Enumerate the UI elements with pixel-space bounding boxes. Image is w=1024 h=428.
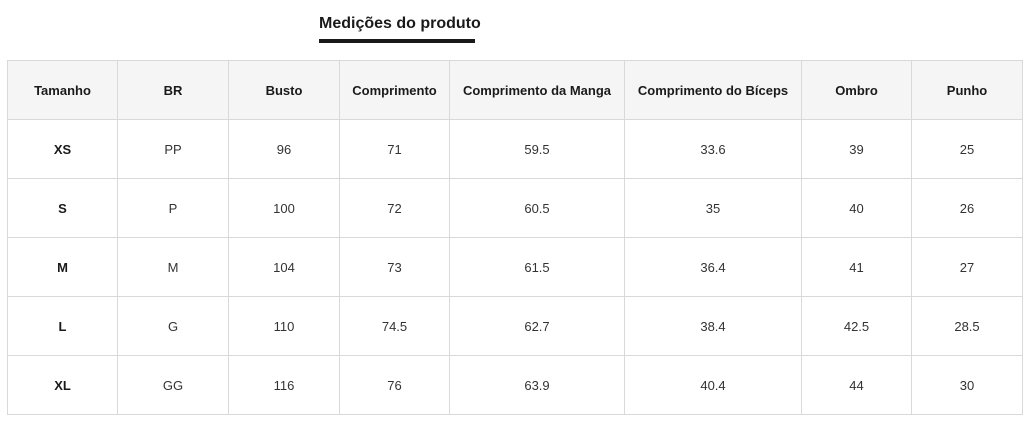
header-tamanho: Tamanho (7, 60, 118, 120)
table-cell: 59.5 (449, 119, 625, 179)
header-comprimento: Comprimento (339, 60, 450, 120)
table-row: XL GG 116 76 63.9 40.4 44 30 (7, 355, 1023, 415)
table-cell: 26 (911, 178, 1023, 238)
table-cell: 41 (801, 237, 912, 297)
page-title-block: Medições do produto (319, 14, 481, 43)
table-cell-size: L (7, 296, 118, 356)
table-cell-size: S (7, 178, 118, 238)
table-cell: 71 (339, 119, 450, 179)
header-comprimento-biceps: Comprimento do Bíceps (624, 60, 802, 120)
table-cell: 74.5 (339, 296, 450, 356)
table-cell: G (117, 296, 229, 356)
table-cell: 44 (801, 355, 912, 415)
table-cell: M (117, 237, 229, 297)
table-cell: 100 (228, 178, 340, 238)
table-cell: 33.6 (624, 119, 802, 179)
table-cell: 72 (339, 178, 450, 238)
page-title: Medições do produto (319, 15, 481, 32)
table-cell: 60.5 (449, 178, 625, 238)
table-cell: 61.5 (449, 237, 625, 297)
table-cell-size: XS (7, 119, 118, 179)
table-cell: 96 (228, 119, 340, 179)
table-row: L G 110 74.5 62.7 38.4 42.5 28.5 (7, 296, 1023, 356)
table-cell: P (117, 178, 229, 238)
table-cell: 42.5 (801, 296, 912, 356)
table-cell: 27 (911, 237, 1023, 297)
table-cell: 30 (911, 355, 1023, 415)
table-cell-size: M (7, 237, 118, 297)
header-punho: Punho (911, 60, 1023, 120)
header-comprimento-manga: Comprimento da Manga (449, 60, 625, 120)
header-br: BR (117, 60, 229, 120)
table-cell: 25 (911, 119, 1023, 179)
table-row: M M 104 73 61.5 36.4 41 27 (7, 237, 1023, 297)
header-busto: Busto (228, 60, 340, 120)
table-cell: 36.4 (624, 237, 802, 297)
table-cell: 116 (228, 355, 340, 415)
header-ombro: Ombro (801, 60, 912, 120)
table-cell: 104 (228, 237, 340, 297)
table-cell: 35 (624, 178, 802, 238)
table-cell: PP (117, 119, 229, 179)
size-table: Tamanho BR Busto Comprimento Comprimento… (7, 60, 1023, 415)
table-row: S P 100 72 60.5 35 40 26 (7, 178, 1023, 238)
title-underline (319, 39, 475, 43)
table-cell: 62.7 (449, 296, 625, 356)
table-cell: 73 (339, 237, 450, 297)
table-row: XS PP 96 71 59.5 33.6 39 25 (7, 119, 1023, 179)
table-header-row: Tamanho BR Busto Comprimento Comprimento… (7, 60, 1023, 120)
table-cell-size: XL (7, 355, 118, 415)
table-cell: 28.5 (911, 296, 1023, 356)
table-cell: 39 (801, 119, 912, 179)
table-cell: 40.4 (624, 355, 802, 415)
table-cell: 40 (801, 178, 912, 238)
table-cell: 63.9 (449, 355, 625, 415)
table-cell: GG (117, 355, 229, 415)
table-cell: 38.4 (624, 296, 802, 356)
table-cell: 110 (228, 296, 340, 356)
table-cell: 76 (339, 355, 450, 415)
